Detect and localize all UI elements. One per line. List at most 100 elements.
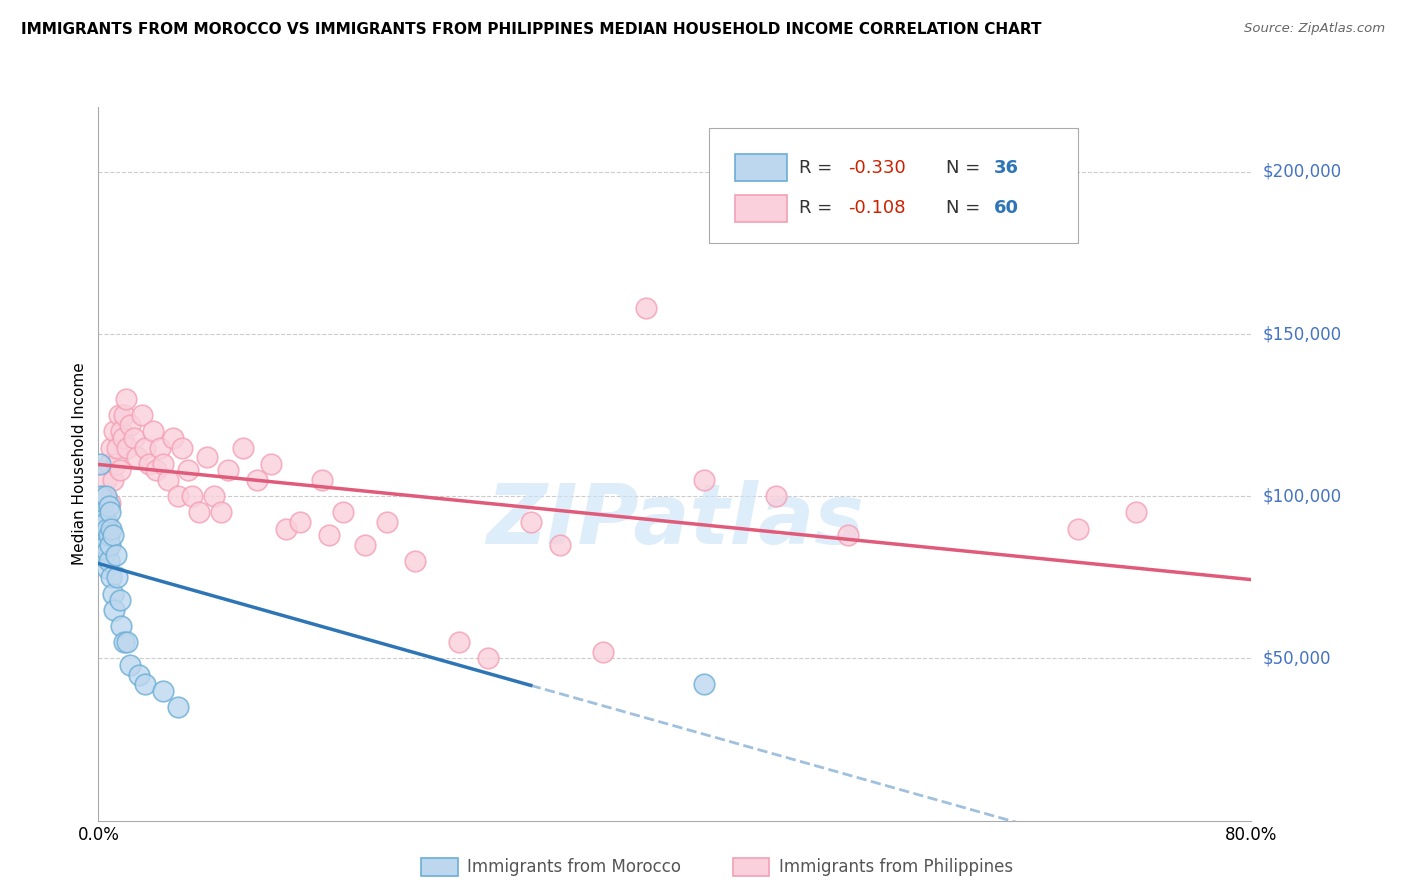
Text: 36: 36	[994, 159, 1019, 177]
Point	[520, 515, 543, 529]
Point	[101, 586, 124, 600]
Point	[636, 301, 658, 315]
Text: $150,000: $150,000	[1263, 325, 1341, 343]
Point	[290, 515, 312, 529]
Point	[260, 457, 283, 471]
Point	[111, 431, 134, 445]
Point	[90, 528, 112, 542]
Point	[97, 554, 120, 568]
Point	[97, 457, 120, 471]
Point	[107, 408, 129, 422]
Point	[100, 441, 122, 455]
Point	[375, 515, 398, 529]
Point	[592, 645, 614, 659]
Bar	[733, 858, 769, 876]
Point	[209, 506, 232, 520]
Point	[105, 570, 128, 584]
Point	[120, 657, 142, 672]
Point	[96, 544, 118, 558]
Point	[91, 506, 114, 520]
Point	[202, 489, 225, 503]
Point	[98, 496, 121, 510]
Point	[693, 677, 716, 691]
Point	[93, 489, 115, 503]
Point	[1125, 506, 1147, 520]
Point	[318, 528, 340, 542]
Point	[94, 489, 117, 503]
Point	[138, 457, 160, 471]
Bar	[422, 858, 458, 876]
Point	[134, 677, 156, 691]
Point	[117, 635, 138, 649]
Text: IMMIGRANTS FROM MOROCCO VS IMMIGRANTS FROM PHILIPPINES MEDIAN HOUSEHOLD INCOME C: IMMIGRANTS FROM MOROCCO VS IMMIGRANTS FR…	[21, 22, 1042, 37]
Point	[89, 457, 111, 471]
Point	[195, 450, 218, 465]
Point	[1067, 522, 1090, 536]
Point	[837, 528, 859, 542]
Point	[246, 473, 269, 487]
Point	[96, 522, 118, 536]
Point	[127, 450, 149, 465]
Bar	[735, 194, 787, 222]
Text: R =: R =	[800, 159, 838, 177]
Point	[94, 473, 117, 487]
Text: N =: N =	[946, 159, 986, 177]
Point	[96, 515, 118, 529]
Point	[108, 463, 131, 477]
Point	[477, 651, 499, 665]
Point	[166, 700, 188, 714]
Point	[142, 425, 165, 439]
Point	[110, 425, 132, 439]
Point	[112, 635, 135, 649]
Point	[93, 512, 115, 526]
Bar	[735, 154, 787, 181]
Point	[91, 538, 114, 552]
Point	[93, 528, 115, 542]
Point	[94, 538, 117, 552]
Point	[145, 463, 167, 477]
Point	[101, 528, 124, 542]
Point	[104, 548, 127, 562]
Text: N =: N =	[946, 200, 986, 218]
Point	[447, 635, 470, 649]
Point	[765, 489, 787, 503]
Point	[124, 431, 146, 445]
Text: $50,000: $50,000	[1263, 649, 1331, 667]
Point	[128, 667, 150, 681]
Text: Immigrants from Philippines: Immigrants from Philippines	[779, 858, 1012, 876]
Point	[693, 473, 716, 487]
Text: Immigrants from Morocco: Immigrants from Morocco	[467, 858, 682, 876]
Point	[156, 473, 179, 487]
Point	[105, 441, 128, 455]
Point	[134, 441, 156, 455]
Point	[332, 506, 354, 520]
Point	[188, 506, 211, 520]
Point	[166, 489, 188, 503]
Point	[98, 538, 121, 552]
Point	[405, 554, 427, 568]
Point	[93, 548, 115, 562]
Point	[100, 522, 122, 536]
Point	[170, 441, 193, 455]
Point	[101, 473, 124, 487]
Point	[103, 603, 125, 617]
Text: 60: 60	[994, 200, 1019, 218]
Point	[131, 408, 153, 422]
Point	[110, 619, 132, 633]
Text: -0.330: -0.330	[848, 159, 905, 177]
Text: ZIPatlas: ZIPatlas	[486, 481, 863, 561]
Point	[548, 538, 571, 552]
Y-axis label: Median Household Income: Median Household Income	[72, 362, 87, 566]
Text: -0.108: -0.108	[848, 200, 905, 218]
Text: Source: ZipAtlas.com: Source: ZipAtlas.com	[1244, 22, 1385, 36]
Point	[97, 499, 120, 513]
Point	[97, 528, 120, 542]
Text: $200,000: $200,000	[1263, 163, 1341, 181]
Text: $100,000: $100,000	[1263, 487, 1341, 505]
Point	[311, 473, 333, 487]
FancyBboxPatch shape	[710, 128, 1078, 243]
Point	[152, 457, 174, 471]
Point	[152, 684, 174, 698]
Point	[354, 538, 377, 552]
Point	[108, 593, 131, 607]
